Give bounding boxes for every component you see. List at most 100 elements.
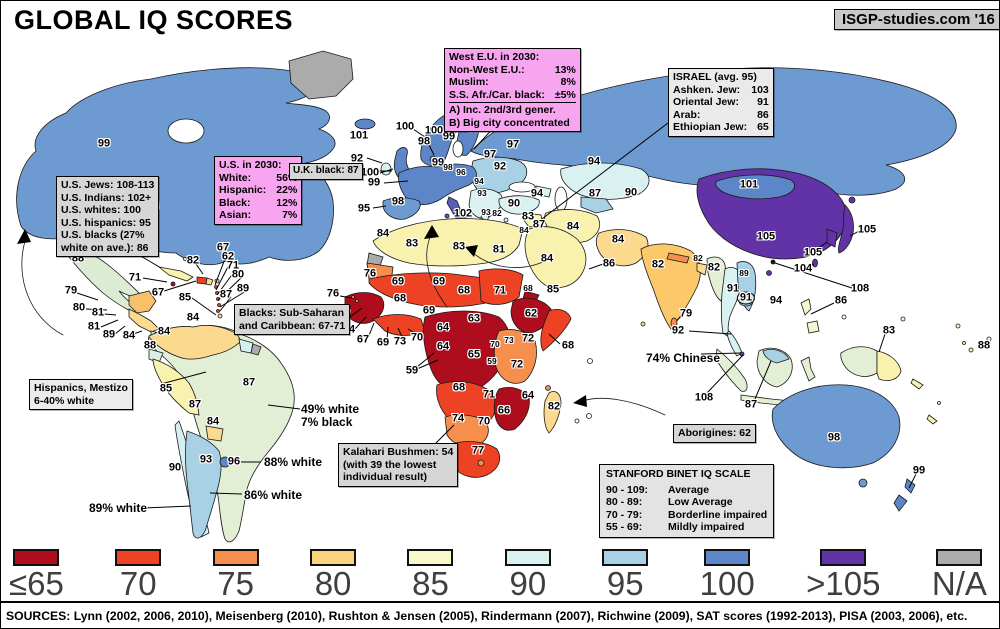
map-label: 69 <box>391 275 405 288</box>
region-philippines-mindanao <box>806 320 820 334</box>
callout-row: Oriental Jew: 91 <box>673 96 769 108</box>
pacific-island-3 <box>955 323 961 329</box>
callout-line: A) Inc. 2nd/3rd gener. <box>449 104 556 116</box>
map-label: 84 <box>566 220 580 233</box>
region-seychelles <box>587 358 593 364</box>
leader-line <box>143 505 192 509</box>
region-madagascar <box>543 391 562 434</box>
legend-label: ≤65 <box>9 565 64 602</box>
region-west-africa-coast <box>344 292 385 324</box>
map-annotation: 74% Chinese <box>646 351 721 365</box>
map-label: 92 <box>671 324 685 337</box>
map-label: 82 <box>707 261 721 274</box>
map-label: 97 <box>506 138 520 151</box>
map-annotation: 86% white <box>244 488 303 502</box>
region-yucatan-guatemala <box>128 290 157 314</box>
map-label: 90 <box>507 197 521 210</box>
map-label: 68 <box>561 339 575 352</box>
map-label: 98 <box>443 161 453 172</box>
region-bahamas <box>183 257 187 261</box>
leader-line <box>588 263 604 270</box>
map-label: 70 <box>490 338 500 349</box>
map-label: 81 <box>87 320 101 333</box>
callout-line: and Caribbean: 67-71 <box>239 319 346 332</box>
map-label: 82 <box>693 252 703 263</box>
region-sardinia <box>444 213 450 219</box>
map-label: 94 <box>530 187 544 200</box>
map-label: 72 <box>521 332 535 345</box>
map-label: 67 <box>356 333 370 346</box>
legend-label: 85 <box>412 565 449 602</box>
callout-row: Ashken. Jew: 103 <box>673 83 769 96</box>
region-cape-verde-2 <box>355 299 359 303</box>
callout-line: U.S. whites: 100 <box>61 204 141 216</box>
map-label: 101 <box>349 129 369 142</box>
map-label: 96 <box>456 166 466 177</box>
region-dominican <box>205 277 214 286</box>
callout-hispanics-mestizo: Hispanics, Mestizo 6-40% white <box>29 379 133 410</box>
migration-arrow-head <box>465 245 478 257</box>
leader-line <box>339 295 353 299</box>
map-label: 79 <box>64 284 78 297</box>
map-label: 72 <box>510 358 524 371</box>
hong-kong-dot <box>770 259 776 265</box>
region-hainan <box>766 270 772 276</box>
leader-line <box>219 296 232 312</box>
map-label: 84 <box>611 233 625 246</box>
map-label: 91 <box>736 291 756 305</box>
region-new-caledonia <box>926 414 938 425</box>
migration-arrow <box>21 240 64 336</box>
leader-lines <box>76 122 917 509</box>
map-label: 71 <box>226 259 240 272</box>
region-cuba <box>158 266 194 282</box>
region-jamaica <box>170 281 176 287</box>
map-label: 64 <box>436 321 450 334</box>
callout-row: Black: 12% <box>219 196 298 209</box>
leader-line <box>806 263 815 268</box>
legend-label: N/A <box>931 565 987 602</box>
callout-israel: ISRAEL (avg. 95) Ashken. Jew: 103 Oriental… <box>668 68 774 137</box>
region-central-america <box>128 308 160 333</box>
region-nepal <box>666 252 690 264</box>
region-paraguay <box>205 425 224 442</box>
leader-line <box>132 330 143 335</box>
legend-swatch <box>212 549 259 566</box>
map-label: 84 <box>157 325 171 338</box>
migration-arrow <box>472 252 550 268</box>
leader-line <box>386 326 389 341</box>
map-label: 84 <box>519 224 529 235</box>
map-label: 94 <box>769 294 783 307</box>
callout-blacks-subsaharan: Blacks: Sub-Saharan and Caribbean: 67-71 <box>234 304 351 335</box>
map-label: 89 <box>739 267 749 278</box>
callout-row: White: 56% <box>219 171 298 184</box>
callout-us-2030: U.S. in 2030: White: 56% Hispanic: 22% Black… <box>214 156 303 225</box>
region-comoros <box>545 385 551 391</box>
callout-row: 90 - 109: Average <box>606 483 710 496</box>
map-label: 105 <box>857 223 877 236</box>
region-trinidad <box>217 313 223 319</box>
map-label: 76 <box>363 267 377 280</box>
leader-line <box>216 267 238 296</box>
region-angola-zambia <box>436 381 497 426</box>
map-label: 100 <box>395 120 415 133</box>
region-sri-lanka <box>670 317 678 329</box>
map-label: 94 <box>587 155 601 168</box>
region-somalia <box>540 309 572 352</box>
leader-line <box>214 250 229 286</box>
region-balkans <box>468 188 503 219</box>
map-label: 69 <box>376 336 390 349</box>
pacific-island-2 <box>900 316 906 322</box>
pacific-island-1 <box>841 314 847 320</box>
map-label: 95 <box>357 202 371 215</box>
callout-row: 70 - 79: Borderline impaired <box>606 508 768 521</box>
region-mauritius <box>586 413 592 419</box>
map-label: 84 <box>122 329 136 342</box>
callout-row: Muslim: 8% <box>449 76 576 88</box>
leader-line <box>754 360 772 400</box>
map-annotation: 89% white <box>89 501 148 515</box>
region-borneo-north <box>762 349 790 364</box>
leader-line <box>407 328 419 336</box>
migration-arrow <box>426 234 448 308</box>
map-label: 71 <box>128 271 142 284</box>
callout-kalahari-bushmen: Kalahari Bushmen: 54 (with 39 the lowest … <box>338 443 459 487</box>
